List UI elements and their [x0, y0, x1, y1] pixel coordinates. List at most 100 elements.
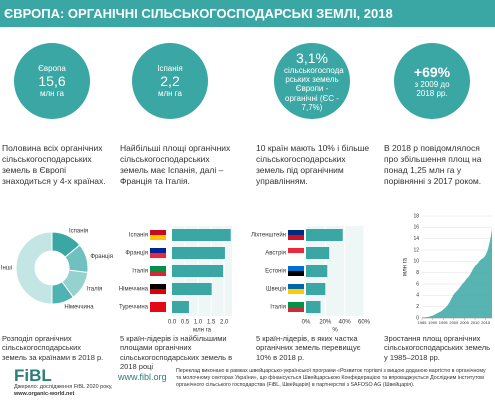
circle: Іспанія 2,2 млн га — [132, 43, 208, 119]
y-tick-label: Італія — [132, 269, 148, 275]
flag — [288, 235, 304, 240]
x-axis-label: % — [332, 328, 338, 334]
flag — [288, 271, 304, 276]
y-tick-label: 18 — [413, 213, 419, 219]
flag — [150, 302, 166, 307]
circle: 3,1% сільськогоспода рських земель Європи… — [274, 43, 350, 119]
x-tick-label: 1.0 — [194, 320, 203, 326]
flag — [288, 230, 304, 235]
flag — [150, 230, 166, 235]
flag — [150, 248, 166, 253]
y-tick-label: Ліхтенштейн — [251, 232, 286, 239]
bar — [306, 247, 330, 259]
flag — [150, 266, 166, 271]
circle-text: Іспанія — [157, 63, 183, 73]
circle-text: 3,1% — [296, 49, 328, 66]
y-axis-label: млн га — [403, 257, 409, 276]
circle-text: +69% — [413, 63, 451, 80]
logo: FiBL — [14, 366, 52, 385]
circle-text: сільськогоспода рських земель Європи - о… — [284, 66, 344, 112]
bar — [172, 265, 224, 277]
note: Переклад виконано в рамках швейцарсько-у… — [176, 368, 486, 389]
panel-text: Найбільші площі органічних сільськогоспо… — [120, 143, 231, 187]
bar — [172, 229, 231, 241]
x-tick-label: 2015 — [481, 320, 491, 325]
y-tick-label: 10 — [413, 259, 419, 265]
x-tick-label: 2005 — [460, 320, 470, 325]
panel-text: В 2018 р повідомлялося про збільшення пл… — [384, 143, 482, 187]
pie-label: Італія — [86, 286, 102, 292]
y-tick-label: 14 — [413, 236, 419, 242]
flag — [150, 289, 166, 294]
title: ЄВРОПА: ОРГАНІЧНІ СІЛЬСЬКОГОСПОДАРСЬКІ З… — [0, 0, 495, 27]
y-tick-label: 4 — [416, 293, 419, 299]
x-tick-label: 1985 — [418, 320, 428, 325]
y-tick-label: 0 — [416, 315, 419, 321]
x-tick-label: 20% — [319, 320, 332, 326]
source-url: www.organic-world.net — [14, 391, 75, 398]
y-tick-label: Швеція — [266, 287, 286, 293]
y-tick-label: 12 — [413, 247, 419, 253]
x-tick-label: 1995 — [439, 320, 449, 325]
y-tick-label: 8 — [416, 270, 419, 276]
x-tick-label: 1.5 — [207, 320, 216, 326]
y-tick-label: Італія — [270, 305, 286, 311]
x-tick-label: 2000 — [449, 320, 459, 325]
x-axis-label: млн га — [193, 328, 212, 334]
flag — [150, 307, 166, 312]
circle: +69% з 2009 до 2018 рр. — [394, 43, 470, 119]
pie-label: Франція — [90, 254, 113, 260]
pie-slice — [15, 231, 53, 305]
source: Джерело: дослідження FiBL 2020 року, www.… — [14, 384, 112, 398]
bar — [172, 247, 225, 259]
flag — [288, 266, 304, 271]
pie-label: Інші — [1, 266, 12, 272]
y-tick-label: Іспанія — [129, 233, 148, 239]
circle-text: 15,6 — [38, 72, 66, 89]
bar — [172, 283, 212, 295]
flag — [288, 307, 304, 312]
caption: Розподіл органічних сільськогосподарськи… — [2, 334, 104, 362]
y-tick-label: 16 — [413, 225, 419, 231]
bar — [172, 301, 189, 313]
x-tick-label: 0.5 — [181, 320, 190, 326]
y-tick-label: Німеччина — [119, 287, 149, 293]
x-tick-label: 1990 — [428, 320, 438, 325]
flag — [288, 253, 304, 258]
source-text: Джерело: дослідження FiBL 2020 року, — [14, 384, 113, 390]
x-tick-label: 2.0 — [220, 320, 229, 326]
x-tick-label: 0% — [302, 320, 311, 326]
caption: Зростання площ органічних сільськогоспод… — [384, 334, 491, 362]
circle: Європа 15,6 млн га — [14, 43, 90, 119]
caption: 5 країн-лідерів із найбільшими площами о… — [120, 334, 233, 372]
x-tick-label: 0.0 — [168, 320, 177, 326]
bar — [306, 265, 328, 277]
circle-text: 2,2 — [160, 72, 180, 89]
x-tick-label: 40% — [339, 320, 352, 326]
pie-label: Іспанія — [69, 228, 88, 234]
y-tick-label: 6 — [416, 281, 419, 287]
pie-label: Німеччина — [64, 305, 94, 311]
flag — [288, 302, 304, 307]
circle-text: Європа — [38, 63, 66, 73]
flag — [288, 289, 304, 294]
y-tick-label: Франція — [125, 251, 148, 257]
flag — [150, 253, 166, 258]
flag — [150, 284, 166, 289]
bar — [306, 283, 326, 295]
bar — [306, 229, 343, 241]
caption: 5 країн-лідерів, в яких частка органічни… — [256, 334, 361, 362]
x-tick-label: 2010 — [471, 320, 481, 325]
circle-text: млн га — [158, 89, 182, 99]
x-tick-label: 60% — [358, 320, 371, 326]
flag — [150, 235, 166, 240]
y-tick-label: Туреччина — [119, 305, 149, 311]
y-tick-label: Естонія — [265, 269, 286, 275]
area — [422, 229, 492, 318]
bar — [306, 301, 321, 313]
url: www.fibl.org — [118, 372, 167, 382]
panel-text: Половина всіх органічних сільськогоспода… — [2, 143, 106, 187]
circle-text: млн га — [40, 89, 64, 99]
